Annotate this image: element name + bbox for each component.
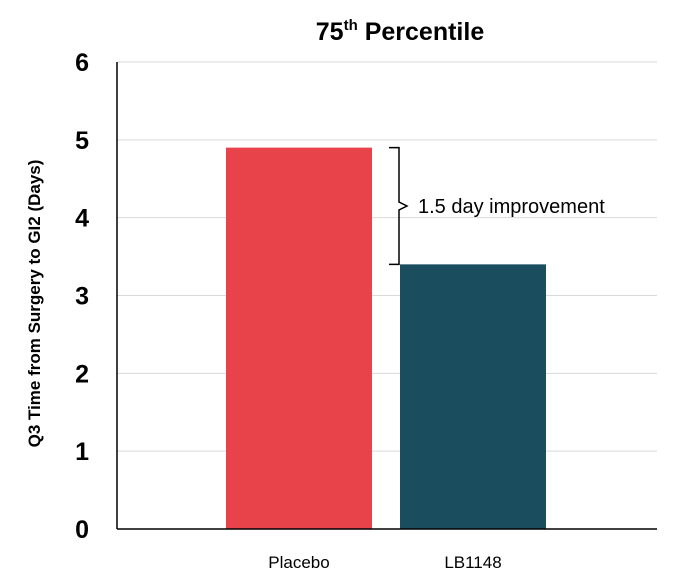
bar-placebo: [226, 147, 372, 529]
x-tick-labels: Placebo LB1148: [268, 553, 501, 572]
y-tick-labels: 0 1 2 3 4 5 6: [75, 49, 89, 544]
y-axis-label: Q3 Time from Surgery to GI2 (Days): [25, 160, 44, 448]
x-tick-label: Placebo: [268, 553, 329, 572]
x-tick-label: LB1148: [444, 553, 501, 572]
bar-lb1148: [400, 264, 546, 529]
annotation-text: 1.5 day improvement: [418, 196, 605, 218]
chart-title-prefix: 75: [316, 18, 344, 46]
annotation-bracket: [389, 146, 409, 266]
y-tick-label: 0: [75, 516, 89, 544]
y-tick-label: 4: [75, 205, 89, 233]
chart-title: 75th Percentile: [316, 17, 485, 46]
bars: [226, 147, 546, 529]
gridlines: [117, 61, 657, 452]
chart-title-superscript: th: [344, 17, 358, 34]
y-tick-label: 1: [75, 438, 89, 466]
chart-title-suffix: Percentile: [358, 18, 485, 46]
y-tick-label: 5: [75, 127, 89, 155]
y-tick-label: 2: [75, 360, 89, 388]
y-tick-label: 3: [75, 283, 89, 311]
y-tick-label: 6: [75, 49, 89, 77]
